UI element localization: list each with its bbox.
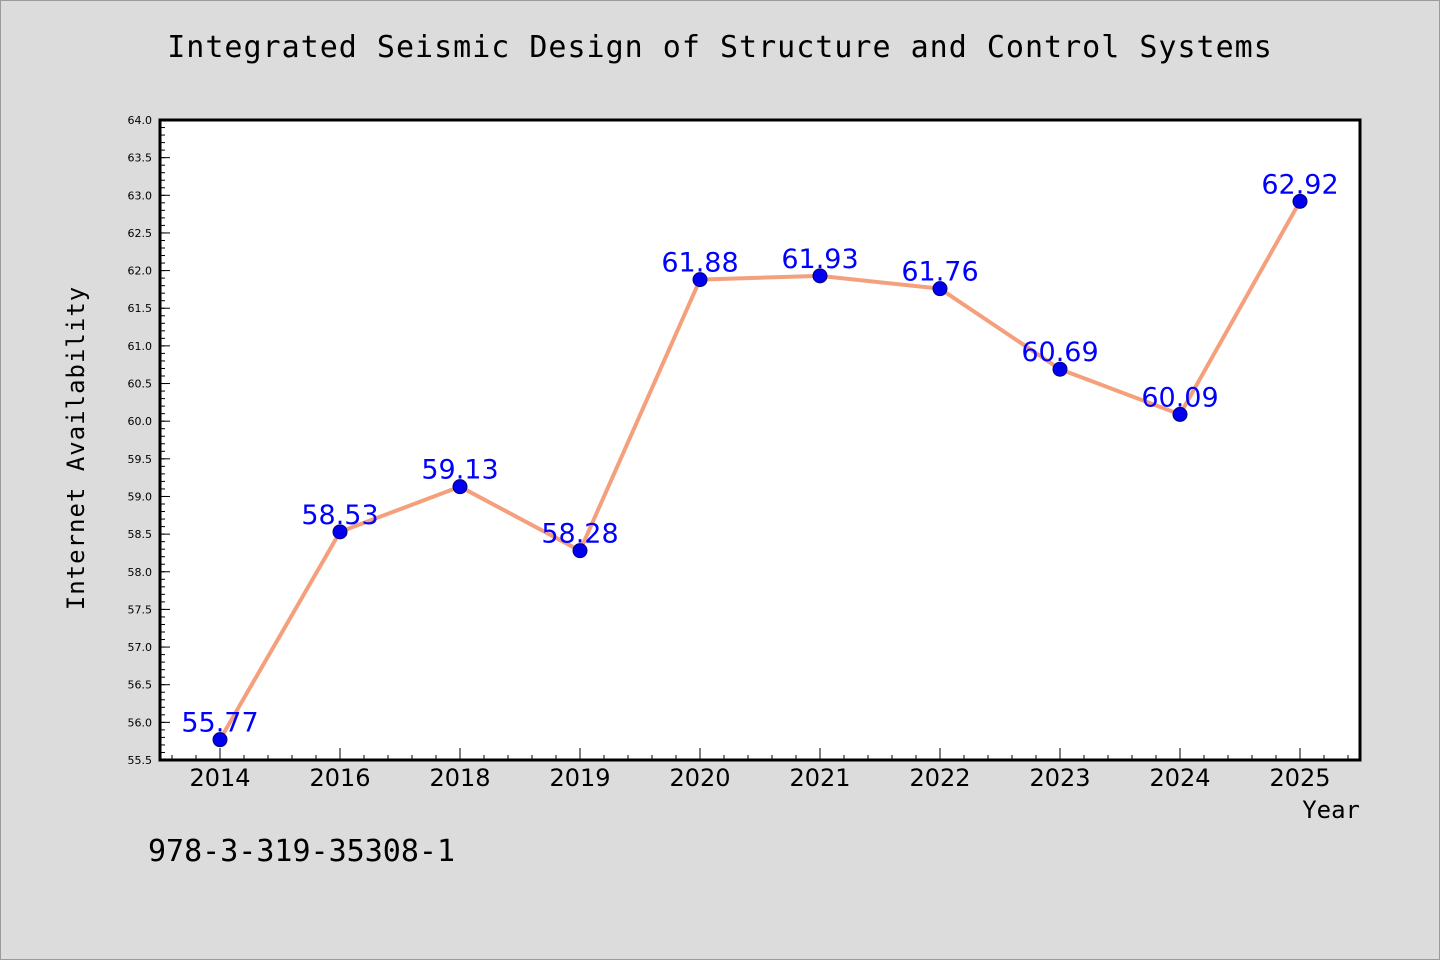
data-label: 60.09 <box>1141 382 1218 413</box>
x-tick-label: 2020 <box>669 764 730 792</box>
y-tick-label: 63.5 <box>128 152 153 165</box>
data-markers <box>212 193 1308 748</box>
data-label: 58.53 <box>301 500 378 531</box>
x-tick-label: 2014 <box>189 764 250 792</box>
x-tick-label: 2024 <box>1149 764 1210 792</box>
y-tick-label: 58.0 <box>128 566 153 579</box>
y-tick-label: 61.0 <box>128 340 153 353</box>
y-tick-label: 63.0 <box>128 189 153 202</box>
x-tick-label: 2022 <box>909 764 970 792</box>
y-tick-label: 62.0 <box>128 265 153 278</box>
x-tick-label: 2025 <box>1269 764 1330 792</box>
data-label: 61.88 <box>661 248 738 279</box>
data-point <box>1292 193 1308 209</box>
isbn-footnote: 978-3-319-35308-1 <box>148 834 456 869</box>
y-tick-label: 59.0 <box>128 490 153 503</box>
y-tick-label: 57.0 <box>128 641 153 654</box>
data-label: 58.28 <box>541 519 618 550</box>
data-label: 62.92 <box>1261 169 1338 200</box>
data-point <box>572 543 588 559</box>
y-axis: 55.5 56.0 56.5 57.0 57.5 58.0 58.5 59.0 59.5 60.0… <box>128 114 170 767</box>
x-axis: 2014 2016 2018 2019 2020 2021 2022 2023 2024 2025 <box>171 748 1349 792</box>
data-label: 61.76 <box>901 257 978 288</box>
y-tick-label: 59.5 <box>128 453 153 466</box>
data-point <box>1172 406 1188 422</box>
data-label: 61.93 <box>781 244 858 275</box>
data-point <box>932 281 948 297</box>
y-tick-label: 57.5 <box>128 603 153 616</box>
y-tick-label: 60.0 <box>128 415 153 428</box>
y-axis-label: Internet Availability <box>62 285 90 611</box>
data-point <box>452 479 468 495</box>
plot-border <box>158 118 1362 762</box>
y-tick-label: 56.0 <box>128 716 153 729</box>
data-point <box>1052 361 1068 377</box>
y-tick-label: 58.5 <box>128 528 153 541</box>
y-tick-label: 62.5 <box>128 227 153 240</box>
y-tick-label: 61.5 <box>128 302 153 315</box>
y-tick-label: 64.0 <box>128 114 153 127</box>
data-labels: 55.77 58.53 59.13 58.28 61.88 61.93 61.76 60.69… <box>181 169 1338 738</box>
data-point <box>212 732 228 748</box>
plot-area <box>160 120 1360 760</box>
x-tick-label: 2021 <box>789 764 850 792</box>
y-tick-label: 60.5 <box>128 378 153 391</box>
data-point <box>332 524 348 540</box>
data-label: 59.13 <box>421 455 498 486</box>
data-label: 55.77 <box>181 708 258 739</box>
x-tick-label: 2023 <box>1029 764 1090 792</box>
x-tick-label: 2019 <box>549 764 610 792</box>
x-tick-label: 2018 <box>429 764 490 792</box>
chart-title: Integrated Seismic Design of Structure a… <box>167 30 1273 65</box>
data-label: 60.69 <box>1021 337 1098 368</box>
y-tick-label: 56.5 <box>128 679 153 692</box>
data-point <box>692 272 708 288</box>
data-point <box>812 268 828 284</box>
y-tick-label: 55.5 <box>128 754 153 767</box>
series-line <box>218 200 1302 741</box>
x-tick-label: 2016 <box>309 764 370 792</box>
x-axis-label: Year <box>1302 796 1360 824</box>
